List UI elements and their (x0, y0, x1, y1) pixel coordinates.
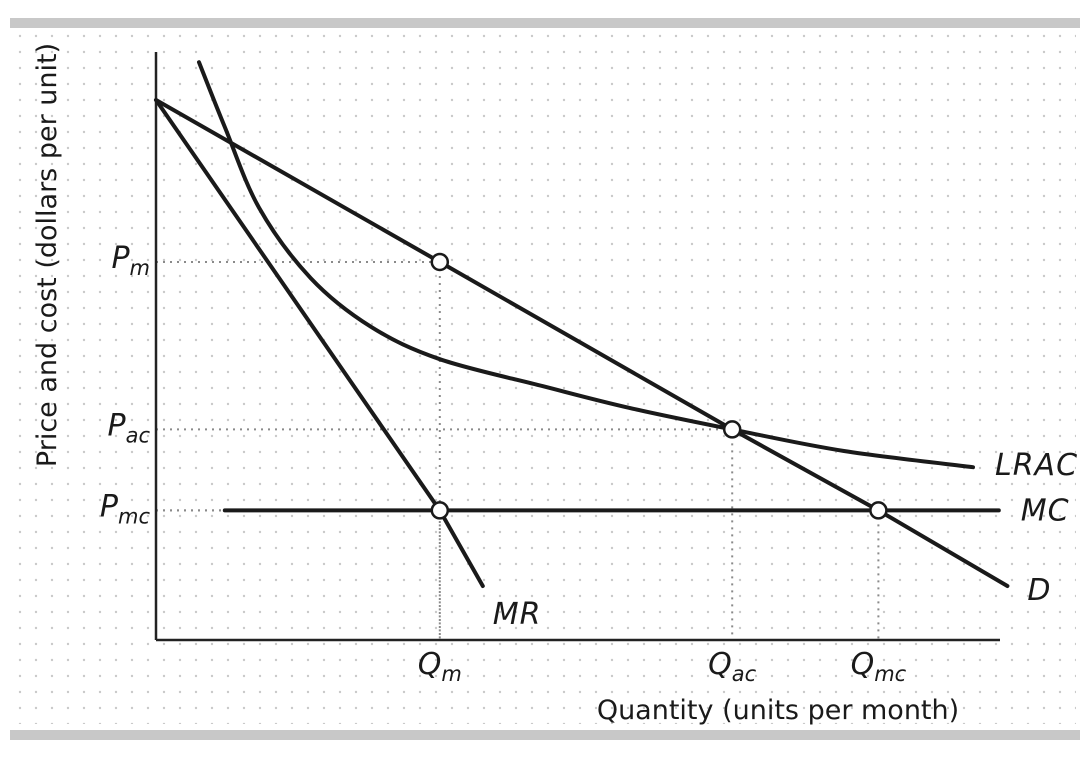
equilibrium-point-1 (722, 420, 742, 439)
x-axis-title: Quantity (units per month) (597, 695, 959, 726)
y-axis-title: Price and cost (dollars per unit) (32, 43, 63, 467)
bottom-border-bar (10, 730, 1080, 740)
curves (154, 60, 1010, 588)
y-tick-pac: Pac (107, 408, 150, 447)
equilibrium-point-2 (430, 501, 450, 520)
x-tick-qmc: Qmc (851, 647, 907, 686)
top-border-bar (10, 18, 1080, 28)
equilibrium-point-0 (430, 252, 450, 272)
tick-labels: Pm Pac Pmc Qm Qac Qmc (100, 241, 907, 686)
label-mr: MR (493, 597, 542, 632)
y-tick-pm: Pm (111, 241, 150, 280)
curve-lrac (197, 60, 975, 470)
curve-labels: D MR MC LRAC (493, 448, 1078, 632)
y-tick-pmc: Pmc (100, 489, 151, 528)
x-tick-qac: Qac (708, 647, 756, 686)
label-lrac: LRAC (995, 448, 1078, 483)
equilibrium-markers (430, 252, 888, 520)
axes (154, 52, 1000, 642)
equilibrium-point-3 (869, 501, 888, 520)
label-mc: MC (1021, 493, 1070, 528)
dot-grid-area (14, 30, 1076, 724)
x-tick-qm: Qm (418, 647, 462, 686)
label-d: D (1027, 573, 1051, 608)
